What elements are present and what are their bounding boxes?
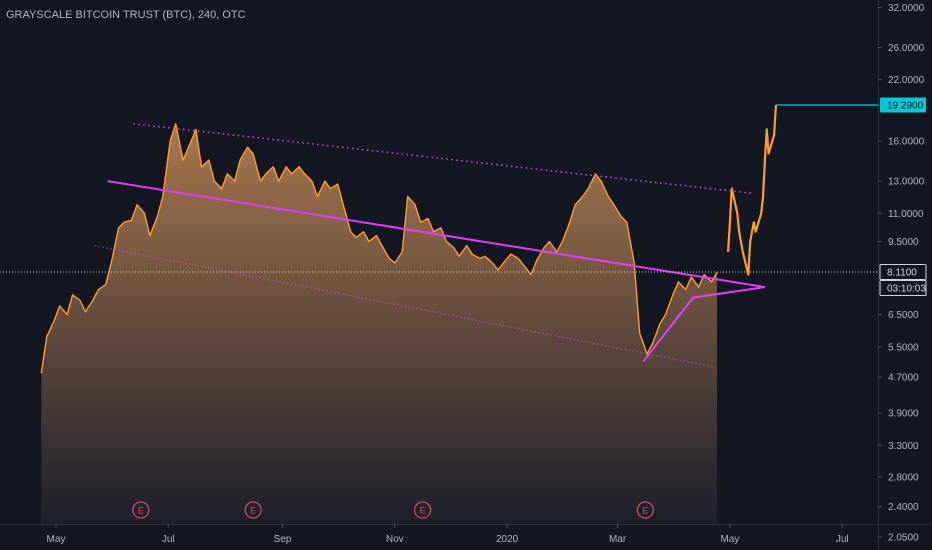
y-tick-label: 2.0500 [888,533,919,544]
current-price-badge-text: 8.1100 [887,268,917,279]
countdown-badge-text: 03:10:03 [887,284,926,295]
y-tick-label: 5.5000 [888,342,919,353]
trendline-4[interactable] [642,286,766,363]
earnings-marker-label: E [250,506,256,516]
last-price-badge: 19.2900 [880,97,926,113]
earnings-marker-label: E [420,506,426,516]
y-tick-label: 26.0000 [888,43,925,54]
x-tick-label: May [47,534,66,545]
x-tick-label: Mar [609,534,627,545]
x-tick-label: Jul [836,534,849,545]
y-tick-label: 2.8000 [888,472,919,483]
y-tick-label: 13.0000 [888,177,925,188]
last-price-badge-text: 19.2900 [887,101,924,112]
plot-area [40,104,778,524]
earnings-marker-icon[interactable]: E [636,501,654,519]
x-tick-label: 2020 [496,534,519,545]
y-tick-label: 32.0000 [888,3,925,14]
x-tick-label: Sep [274,534,292,545]
trendline-3[interactable] [94,244,716,368]
y-tick-label: 4.7000 [888,373,919,384]
y-tick-label: 11.0000 [888,209,924,220]
y-tick-label: 22.0000 [888,75,925,86]
x-tick-label: May [720,534,739,545]
earnings-marker-label: E [642,506,648,516]
trendline-2[interactable] [107,180,766,289]
earnings-marker-icon[interactable]: E [244,501,262,519]
x-tick-label: Jul [162,534,175,545]
y-tick-label: 9.5000 [888,237,919,248]
y-tick-label: 3.3000 [888,441,919,452]
earnings-marker-label: E [138,506,144,516]
countdown-badge: 03:10:03 [879,280,927,297]
price-line-recent[interactable] [726,104,778,276]
trendline-1[interactable] [133,123,753,195]
chart-title: GRAYSCALE BITCOIN TRUST (BTC), 240, OTC [6,9,246,21]
earnings-marker-icon[interactable]: E [132,501,150,519]
earnings-marker-icon[interactable]: E [413,501,432,519]
price-area-fill [41,123,717,524]
y-tick-label: 2.4000 [888,502,919,513]
y-tick-label: 6.5000 [888,310,919,321]
x-tick-label: Nov [386,534,404,545]
price-line[interactable] [40,123,718,374]
current-price-badge: 8.1100 [879,264,927,281]
y-tick-label: 3.9000 [888,409,919,420]
y-tick-label: 16.0000 [888,137,925,148]
